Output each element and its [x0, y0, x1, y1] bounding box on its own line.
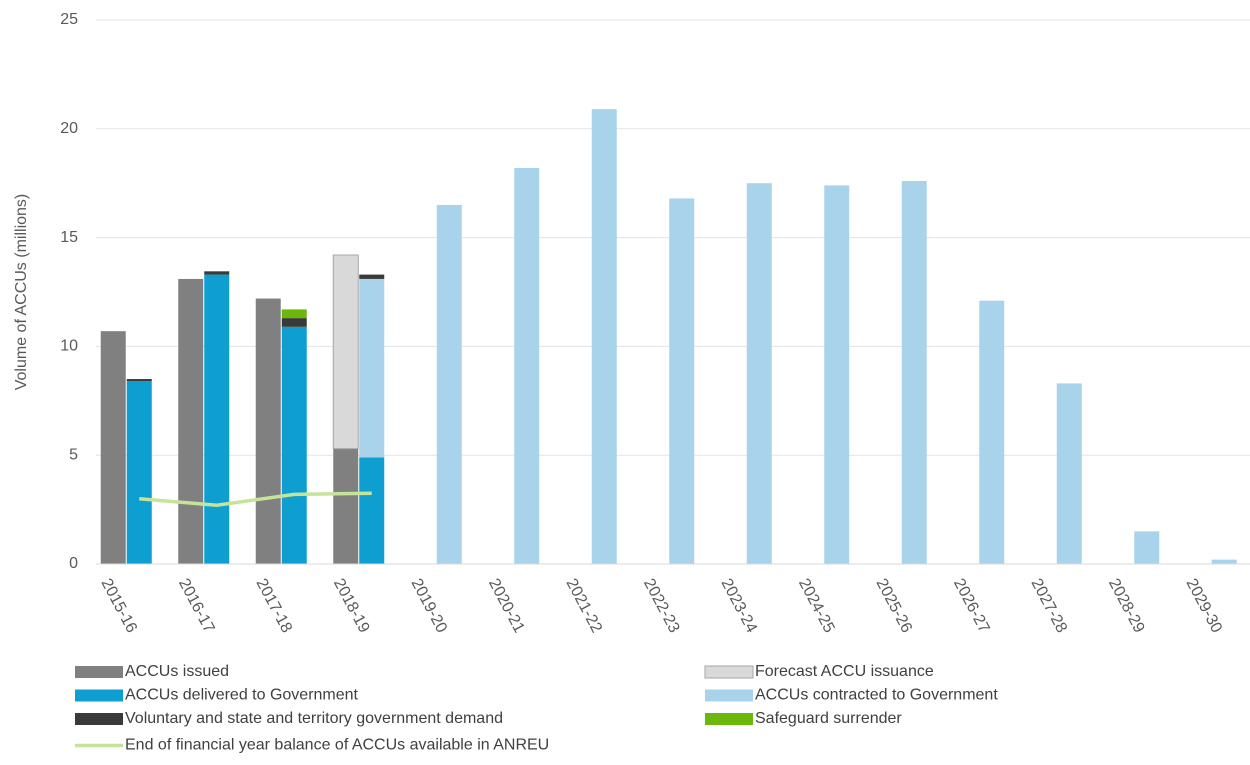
x-tick-label: 2025-26 — [872, 576, 915, 636]
y-tick-label: 20 — [60, 120, 78, 137]
x-tick-label: 2026-27 — [950, 576, 993, 636]
x-tick-label: 2024-25 — [795, 576, 838, 636]
x-tick-label: 2021-22 — [562, 576, 605, 636]
y-tick-label: 15 — [60, 229, 78, 246]
bar — [281, 318, 307, 327]
x-tick-label: 2015-16 — [97, 576, 140, 636]
bar — [126, 379, 152, 382]
bar — [591, 109, 617, 564]
x-tick-label: 2018-19 — [330, 576, 373, 636]
legend-label: ACCUs delivered to Government — [125, 687, 359, 704]
bar — [746, 183, 772, 564]
x-tick-label: 2016-17 — [175, 576, 218, 636]
bar — [281, 309, 307, 319]
y-tick-label: 5 — [69, 446, 78, 463]
x-tick-label: 2019-20 — [407, 576, 450, 636]
bar — [1211, 559, 1237, 564]
y-tick-label: 10 — [60, 338, 78, 355]
legend-label: Forecast ACCU issuance — [755, 663, 934, 680]
x-tick-label: 2020-21 — [485, 576, 528, 636]
legend-label: Safeguard surrender — [755, 710, 902, 727]
y-tick-label: 0 — [69, 555, 78, 572]
x-tick-label: 2027-28 — [1027, 576, 1070, 636]
y-axis-label: Volume of ACCUs (millions) — [13, 194, 30, 391]
legend-label: ACCUs issued — [125, 663, 229, 680]
bar — [436, 204, 462, 564]
x-tick-label: 2023-24 — [717, 576, 760, 636]
x-tick-label: 2017-18 — [252, 576, 295, 636]
bar — [204, 274, 230, 564]
bar — [281, 326, 307, 564]
legend-swatch — [75, 713, 123, 725]
legend-swatch — [75, 666, 123, 678]
bar — [979, 300, 1005, 564]
bar — [204, 271, 230, 275]
x-tick-label: 2028-29 — [1105, 576, 1148, 636]
bar — [126, 381, 152, 564]
bar — [332, 254, 359, 450]
legend-swatch — [704, 665, 754, 679]
legend-label: Voluntary and state and territory govern… — [125, 710, 503, 727]
bar — [359, 457, 385, 564]
legend-swatch — [705, 713, 753, 725]
legend-label: End of financial year balance of ACCUs a… — [125, 737, 549, 754]
bar — [824, 185, 850, 564]
bar — [669, 198, 695, 564]
legend-swatch — [75, 689, 123, 702]
bar — [514, 167, 540, 564]
bar — [100, 331, 126, 564]
line — [139, 491, 372, 508]
bar — [901, 181, 927, 565]
bar — [178, 278, 204, 564]
x-tick-label: 2022-23 — [640, 576, 683, 636]
bar — [359, 278, 385, 458]
legend-label: ACCUs contracted to Government — [755, 687, 998, 704]
bar — [359, 274, 385, 279]
y-tick-label: 25 — [60, 11, 78, 28]
legend-swatch — [705, 689, 753, 702]
x-tick-label: 2029-30 — [1182, 576, 1225, 636]
bar — [1134, 531, 1160, 564]
bar — [1056, 383, 1082, 564]
bar — [255, 298, 281, 564]
bar — [333, 448, 359, 564]
